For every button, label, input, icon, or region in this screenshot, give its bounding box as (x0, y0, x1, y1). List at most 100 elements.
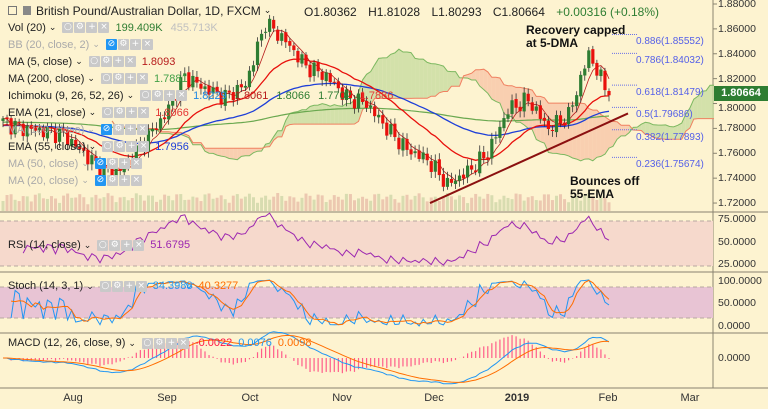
candle-body (239, 84, 243, 88)
plus-icon[interactable]: + (118, 158, 130, 169)
plus-icon[interactable]: + (124, 73, 136, 84)
eye-icon[interactable]: ○ (141, 337, 153, 349)
gear-icon[interactable]: ⚙ (74, 22, 86, 33)
chevron-down-icon[interactable]: ⌄ (48, 22, 57, 32)
gear-icon[interactable]: ⚙ (111, 280, 123, 292)
stoch-axis-0: 0.0000 (718, 320, 751, 332)
close-icon[interactable]: × (177, 337, 189, 349)
eye-icon[interactable]: ○ (100, 73, 112, 84)
volume-bar (284, 200, 288, 211)
eye-icon[interactable]: ○ (140, 90, 152, 101)
close-icon[interactable]: × (98, 22, 110, 33)
volume-bar (1, 201, 5, 211)
plus-icon[interactable]: + (165, 337, 177, 349)
eye-icon[interactable]: ○ (88, 56, 100, 67)
plus-icon[interactable]: + (118, 175, 130, 186)
volume-bar (563, 199, 567, 211)
chevron-down-icon[interactable]: ⌄ (263, 5, 272, 15)
hidden-eye-icon[interactable]: ⊘ (94, 158, 106, 169)
close-icon[interactable]: × (130, 175, 142, 186)
candle-body (591, 49, 595, 64)
eye-icon[interactable]: ○ (102, 141, 114, 152)
close-icon[interactable]: × (135, 280, 147, 292)
legend: British Pound/Australian Dollar, 1D, FXC… (8, 2, 401, 189)
gear-icon[interactable]: ⚙ (100, 56, 112, 67)
gear-icon[interactable]: ⚙ (153, 337, 165, 349)
volume-bar (146, 195, 150, 211)
plus-icon[interactable]: + (129, 39, 141, 50)
candle-body (207, 85, 211, 95)
chevron-down-icon[interactable]: ⌄ (75, 56, 83, 66)
indicator-value: 1.7702 (318, 89, 352, 102)
symbol-title[interactable]: British Pound/Australian Dollar, 1D, FXC… (8, 2, 401, 19)
hidden-eye-icon[interactable]: ⊘ (105, 39, 117, 50)
gear-icon[interactable]: ⚙ (114, 107, 126, 118)
close-icon[interactable]: × (124, 56, 136, 67)
chevron-down-icon[interactable]: ⌄ (126, 90, 135, 100)
plus-icon[interactable]: + (164, 90, 176, 101)
hidden-eye-icon[interactable]: ⊘ (94, 175, 106, 186)
ichimoku-cloud (697, 91, 702, 119)
legend-row[interactable]: Vol (20) ⌄ ○ ⚙ + × 199.409K 455.713K (8, 19, 401, 36)
chevron-down-icon[interactable]: ⌄ (87, 124, 95, 134)
plus-icon[interactable]: + (124, 124, 136, 135)
chevron-down-icon[interactable]: ⌄ (81, 158, 89, 168)
chevron-down-icon[interactable]: ⌄ (92, 39, 100, 49)
legend-row[interactable]: MA (20, close) ⌄ ⊘ ⚙ + × (8, 172, 401, 189)
gear-icon[interactable]: ⚙ (152, 90, 164, 101)
eye-icon[interactable]: ○ (62, 22, 74, 33)
gear-icon[interactable]: ⚙ (109, 239, 121, 251)
close-icon[interactable]: × (141, 39, 153, 50)
gear-icon[interactable]: ⚙ (117, 39, 129, 50)
ichimoku-cloud (495, 77, 500, 104)
legend-row[interactable]: EMA (21, close) ⌄ ○ ⚙ + × 1.8066 (8, 104, 401, 121)
gear-icon[interactable]: ⚙ (112, 124, 124, 135)
legend-row[interactable]: BB (20, close, 2) ⌄ ⊘ ⚙ + × (8, 36, 401, 53)
chevron-down-icon[interactable]: ⌄ (88, 107, 97, 117)
volume-bar (369, 200, 373, 211)
close-icon[interactable]: × (138, 107, 150, 118)
legend-row[interactable]: MA (50, close) ⌄ ⊘ ⚙ + × (8, 155, 401, 172)
gear-icon[interactable]: ⚙ (106, 175, 118, 186)
gear-icon[interactable]: ⚙ (114, 141, 126, 152)
eye-icon[interactable]: ○ (97, 239, 109, 251)
chevron-down-icon[interactable]: ⌄ (81, 175, 89, 185)
candle-body (542, 117, 546, 121)
plus-icon[interactable]: + (121, 239, 133, 251)
gear-icon[interactable]: ⚙ (106, 158, 118, 169)
close-icon[interactable]: × (136, 124, 148, 135)
rsi-line (22, 212, 610, 266)
candle-body (292, 45, 296, 51)
eye-icon[interactable]: ○ (99, 280, 111, 292)
plus-icon[interactable]: + (126, 107, 138, 118)
close-icon[interactable]: × (176, 90, 188, 101)
close-icon[interactable]: × (133, 239, 145, 251)
candle-body (49, 127, 54, 129)
volume-bar (45, 198, 49, 211)
hidden-eye-icon[interactable]: ⊘ (100, 124, 112, 135)
volume-bar (482, 198, 486, 211)
close-icon[interactable]: × (138, 141, 150, 152)
collapse-icon[interactable] (8, 6, 17, 15)
plus-icon[interactable]: + (123, 280, 135, 292)
close-icon[interactable]: × (136, 73, 148, 84)
gear-icon[interactable]: ⚙ (112, 73, 124, 84)
legend-row[interactable]: Ichimoku (9, 26, 52, 26) ⌄ ○ ⚙ + × 1.8229 1.806… (8, 87, 401, 104)
volume-bar (316, 194, 320, 211)
chevron-down-icon[interactable]: ⌄ (88, 141, 97, 151)
plus-icon[interactable]: + (86, 22, 98, 33)
volume-bar (409, 199, 413, 211)
legend-row[interactable]: EMA (55, close) ⌄ ○ ⚙ + × 1.7956 (8, 138, 401, 155)
legend-row[interactable]: MA (5, close) ⌄ ○ ⚙ + × 1.8093 (8, 53, 401, 70)
current-price-tag: 1.80664 (714, 86, 768, 101)
legend-row[interactable]: MA (200, close) ⌄ ○ ⚙ + × 1.7881 (8, 70, 401, 87)
close-icon[interactable]: × (130, 158, 142, 169)
legend-row[interactable]: MA (100, close) ⌄ ⊘ ⚙ + × (8, 121, 401, 138)
plus-icon[interactable]: + (112, 56, 124, 67)
candle-body (397, 137, 401, 150)
chevron-down-icon[interactable]: ⌄ (87, 73, 95, 83)
eye-icon[interactable]: ○ (102, 107, 114, 118)
indicator-label: Vol (20) (8, 21, 46, 34)
plus-icon[interactable]: + (126, 141, 138, 152)
